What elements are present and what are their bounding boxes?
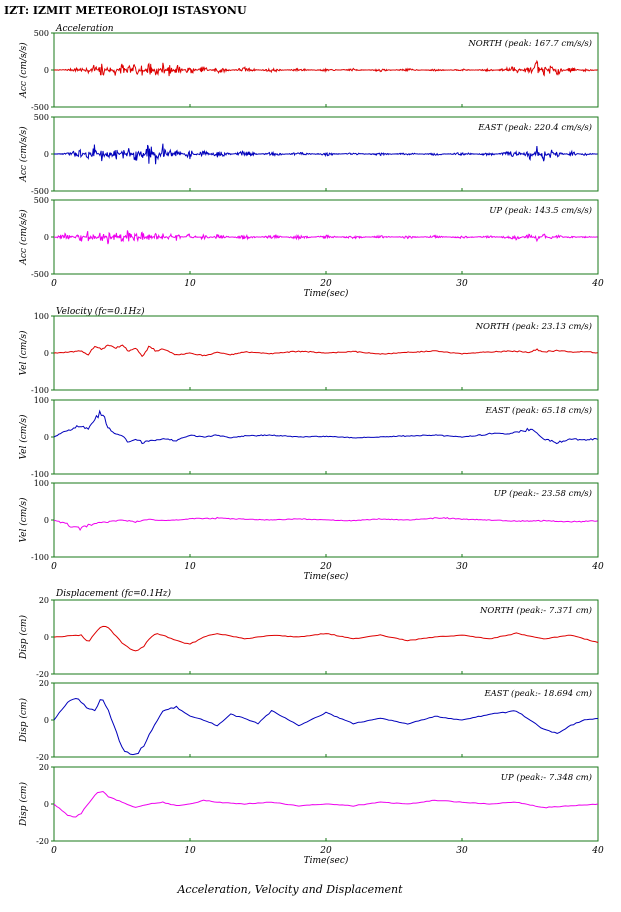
- y-tick-label: -20: [36, 753, 49, 762]
- series-label-east: EAST (peak: 220.4 cm/s/s): [477, 122, 592, 133]
- x-tick-label: 0: [51, 279, 57, 289]
- y-tick-label: 0: [44, 633, 49, 642]
- y-tick-label: 500: [34, 29, 49, 38]
- trace-up: [53, 516, 598, 532]
- trace-east: [54, 143, 598, 165]
- y-tick-label: 500: [34, 113, 49, 122]
- y-axis-title: Disp (cm): [18, 698, 29, 743]
- x-tick-label: 10: [184, 279, 196, 289]
- panel-north-1: 100 0 -100 Vel (cm/s) NORTH (peak: 23.13 cm/…: [18, 312, 599, 395]
- y-axis-title: Vel (cm/s): [18, 330, 29, 375]
- y-axis-title: Vel (cm/s): [18, 414, 29, 459]
- series-label-north: NORTH (peak:- 7.371 cm): [479, 605, 592, 616]
- trace-north: [53, 625, 599, 652]
- y-axis-title: Disp (cm): [18, 782, 29, 827]
- y-tick-label: 100: [34, 479, 49, 488]
- y-axis-title: Acc (cm/s/s): [18, 209, 29, 266]
- trace-up: [54, 230, 598, 245]
- x-tick-label: 20: [319, 846, 332, 856]
- x-tick-label: 30: [456, 562, 468, 572]
- y-axis-title: Acc (cm/s/s): [18, 42, 29, 99]
- trace-east: [53, 697, 599, 756]
- y-tick-label: 0: [44, 800, 49, 809]
- x-tick-label: 10: [184, 846, 196, 856]
- series-label-east: EAST (peak: 65.18 cm/s): [484, 405, 592, 416]
- y-tick-label: 0: [44, 433, 49, 442]
- y-tick-label: -100: [31, 386, 49, 395]
- y-tick-label: 0: [44, 233, 49, 242]
- section-label: Velocity (fc=0.1Hz): [56, 306, 145, 317]
- panel-north-2: 20 0 -20 Disp (cm) NORTH (peak:- 7.371 cm): [18, 596, 599, 679]
- section-label: Acceleration: [55, 24, 114, 34]
- y-tick-label: 0: [44, 716, 49, 725]
- y-tick-label: 100: [34, 396, 49, 405]
- trace-north: [53, 344, 598, 358]
- y-tick-label: -20: [36, 837, 49, 846]
- panel-east-1: 100 0 -100 Vel (cm/s) EAST (peak: 65.18 cm/s…: [18, 396, 599, 479]
- x-axis-title: Time(sec): [304, 571, 349, 582]
- x-tick-label: 40: [591, 562, 604, 572]
- x-tick-label: 30: [456, 846, 468, 856]
- panel-east-2: 20 0 -20 Disp (cm) EAST (peak:- 18.694 cm): [18, 679, 599, 762]
- trace-up: [53, 790, 599, 818]
- y-tick-label: -500: [31, 103, 49, 112]
- figure-caption: Acceleration, Velocity and Displacement: [176, 883, 403, 896]
- y-axis-title: Vel (cm/s): [18, 497, 29, 542]
- y-tick-label: 0: [44, 66, 49, 75]
- x-axis-title: Time(sec): [304, 855, 349, 866]
- series-label-east: EAST (peak:- 18.694 cm): [483, 688, 592, 699]
- y-tick-label: 20: [39, 679, 49, 688]
- y-tick-label: 0: [44, 516, 49, 525]
- x-tick-label: 40: [591, 846, 604, 856]
- series-label-up: UP (peak:- 7.348 cm): [501, 772, 592, 783]
- y-tick-label: 500: [34, 196, 49, 205]
- y-tick-label: 100: [34, 312, 49, 321]
- y-tick-label: -100: [31, 553, 49, 562]
- y-tick-label: -500: [31, 270, 49, 279]
- y-tick-label: -100: [31, 470, 49, 479]
- x-tick-label: 0: [51, 562, 57, 572]
- x-axis-title: Time(sec): [304, 288, 349, 299]
- y-tick-label: -500: [31, 187, 49, 196]
- section-label: Displacement (fc=0.1Hz): [55, 588, 172, 599]
- y-tick-label: 20: [39, 763, 49, 772]
- y-tick-label: 0: [44, 349, 49, 358]
- x-tick-label: 10: [184, 562, 196, 572]
- trace-north: [54, 59, 598, 77]
- y-tick-label: 0: [44, 150, 49, 159]
- x-tick-label: 40: [591, 279, 604, 289]
- trace-east: [53, 409, 598, 445]
- y-axis-title: Acc (cm/s/s): [18, 126, 29, 183]
- y-axis-title: Disp (cm): [18, 615, 29, 660]
- series-label-north: NORTH (peak: 167.7 cm/s/s): [467, 38, 592, 49]
- series-label-up: UP (peak: 143.5 cm/s/s): [489, 205, 592, 216]
- series-label-north: NORTH (peak: 23.13 cm/s): [475, 321, 592, 332]
- y-tick-label: -20: [36, 670, 49, 679]
- x-tick-label: 30: [456, 279, 468, 289]
- station-title: IZT: IZMIT METEOROLOJI ISTASYONU: [4, 4, 247, 17]
- series-label-up: UP (peak:- 23.58 cm/s): [494, 488, 592, 499]
- x-tick-label: 20: [319, 562, 332, 572]
- x-tick-label: 0: [51, 846, 57, 856]
- y-tick-label: 20: [39, 596, 49, 605]
- x-tick-label: 20: [319, 279, 332, 289]
